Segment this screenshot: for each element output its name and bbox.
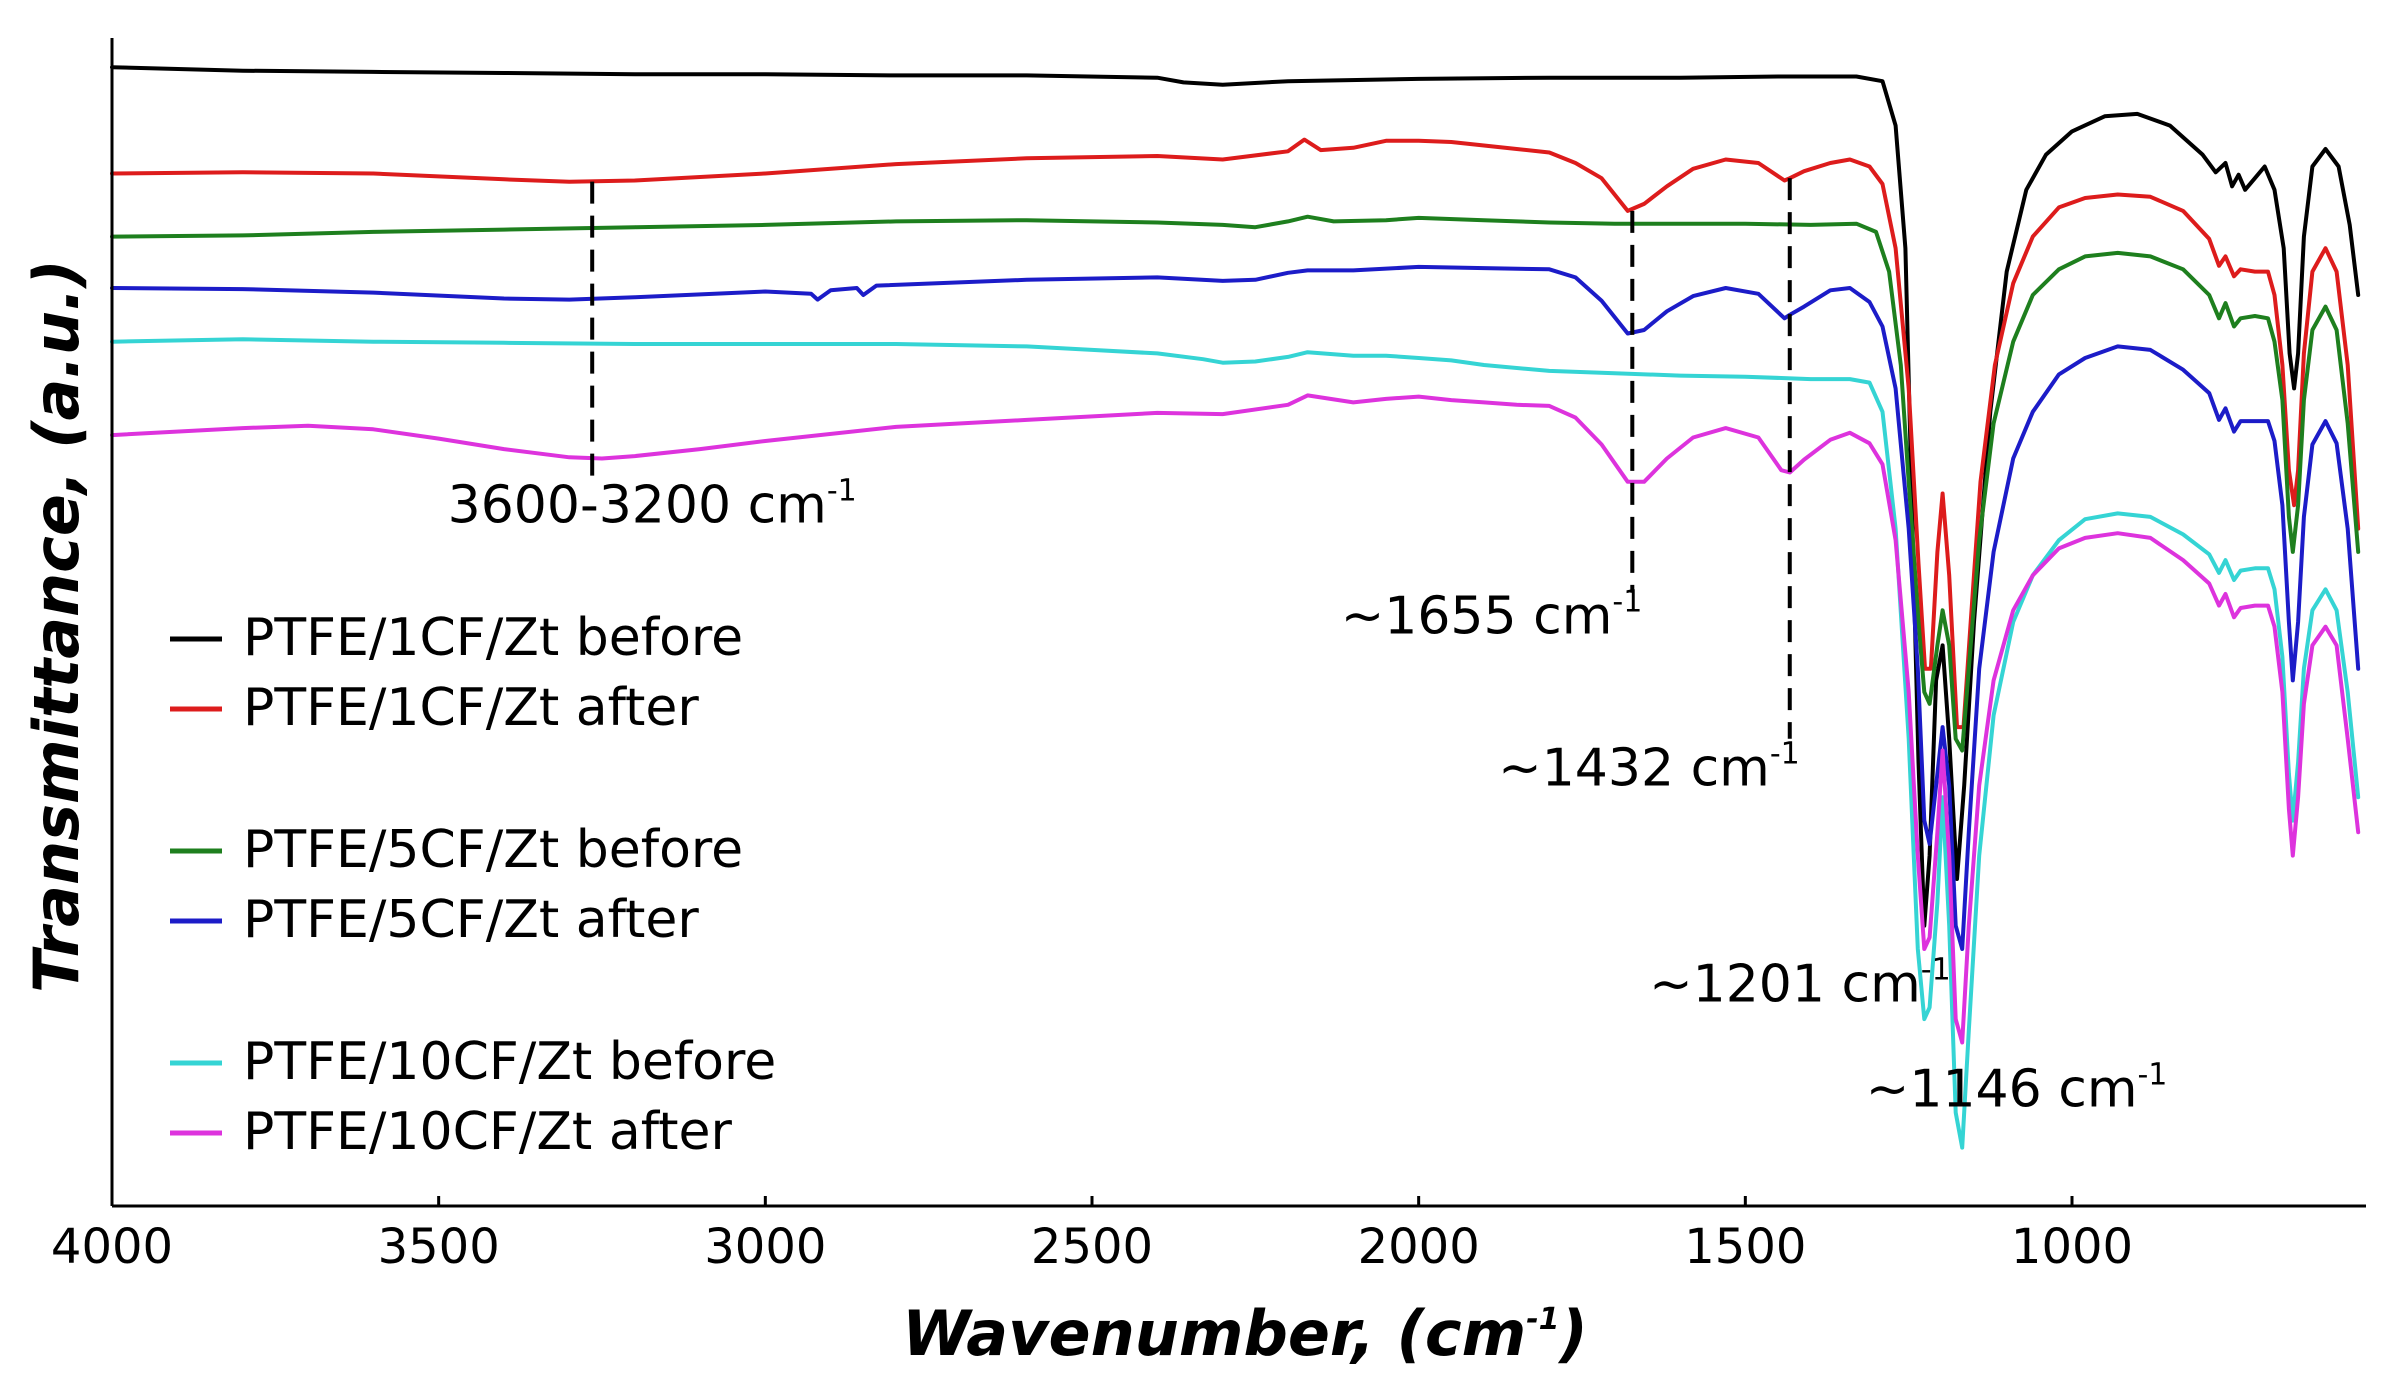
x-ticks-group: 4000 3500 3000 2500 2000 1500 1000 (51, 1196, 2133, 1275)
series-line-4 (110, 264, 2361, 951)
legend-label-2: PTFE/1CF/Zt after (243, 678, 699, 738)
annotation-text: 3600-3200 cm (448, 476, 827, 536)
annotation-sup: -1 (1770, 737, 1800, 772)
annotations-group: 3600-3200 cm-1~1655 cm-1~1432 cm-1~1201 … (448, 178, 2168, 1120)
legend-label-4: PTFE/5CF/Zt after (243, 890, 699, 950)
legend-label-5: PTFE/10CF/Zt before (243, 1032, 776, 1092)
legend: PTFE/1CF/Zt before PTFE/1CF/Zt after PTFE/… (170, 608, 776, 1162)
x-axis-title-sup: -1 (1526, 1302, 1559, 1337)
x-tick-label: 3000 (704, 1219, 826, 1275)
annotation-text: ~1432 cm (1498, 739, 1770, 799)
annotation-sup: -1 (1921, 953, 1951, 988)
x-tick-label: 1500 (1684, 1219, 1806, 1275)
annotation-sup: -1 (1612, 585, 1642, 620)
series-line-2 (110, 137, 2361, 730)
annotation-sup: -1 (827, 474, 857, 509)
y-axis-title: Transmittance, (a.u.) (20, 259, 93, 993)
annotation-text: ~1655 cm (1341, 587, 1613, 647)
x-tick-label: 4000 (51, 1219, 173, 1275)
x-axis-title-main: Wavenumber, (cm (902, 1297, 1526, 1370)
legend-label-1: PTFE/1CF/Zt before (243, 608, 743, 668)
x-tick-label: 2500 (1031, 1219, 1153, 1275)
x-tick-label: 3500 (378, 1219, 500, 1275)
legend-label-6: PTFE/10CF/Zt after (243, 1102, 732, 1162)
series-line-3 (110, 214, 2361, 753)
annotation-label-4: ~1201 cm-1 (1649, 953, 1951, 1015)
series-line-1 (110, 65, 2361, 928)
x-tick-label: 2000 (1358, 1219, 1480, 1275)
annotation-label-2: ~1655 cm-1 (1341, 585, 1643, 647)
annotation-label-5: ~1146 cm-1 (1866, 1058, 2168, 1120)
series-line-6 (110, 393, 2361, 1045)
x-tick-label: 1000 (2011, 1219, 2133, 1275)
plot-series-group (110, 65, 2361, 1150)
x-axis-title: Wavenumber, (cm-1) (902, 1297, 1588, 1370)
annotation-label-1: 3600-3200 cm-1 (448, 474, 857, 536)
annotation-text: ~1146 cm (1866, 1060, 2138, 1120)
annotation-label-3: ~1432 cm-1 (1498, 737, 1800, 799)
annotation-sup: -1 (2137, 1058, 2167, 1093)
annotation-text: ~1201 cm (1649, 955, 1921, 1015)
legend-label-3: PTFE/5CF/Zt before (243, 820, 743, 880)
series-line-5 (110, 337, 2361, 1150)
x-axis-title-close: ) (1558, 1297, 1588, 1370)
axes-group (110, 38, 2366, 1208)
